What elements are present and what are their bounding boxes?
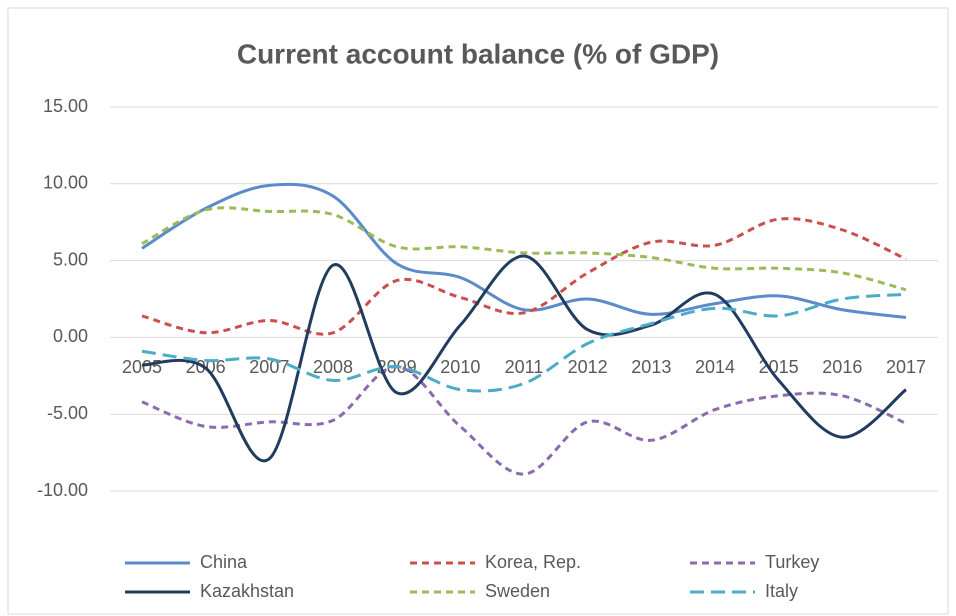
- x-tick-label: 2013: [631, 357, 671, 377]
- series-line: [141, 365, 907, 476]
- x-tick-label: 2010: [440, 357, 480, 377]
- legend-label: Turkey: [765, 552, 819, 572]
- y-tick-label: 0.00: [53, 326, 88, 346]
- series-line: [141, 182, 907, 319]
- chart-title: Current account balance (% of GDP): [237, 38, 719, 69]
- x-tick-label: 2016: [822, 357, 862, 377]
- x-tick-label: 2005: [122, 357, 162, 377]
- series-line: [141, 217, 907, 336]
- legend-label: Korea, Rep.: [485, 552, 581, 572]
- series-line: [141, 254, 907, 463]
- y-tick-label: 5.00: [53, 249, 88, 269]
- legend-label: China: [200, 552, 248, 572]
- y-tick-label: 10.00: [43, 173, 88, 193]
- x-tick-label: 2012: [568, 357, 608, 377]
- chart-border: [7, 7, 949, 615]
- y-tick-label: -5.00: [47, 403, 88, 423]
- legend-label: Sweden: [485, 581, 550, 601]
- series-line: [141, 206, 907, 292]
- x-tick-label: 2015: [759, 357, 799, 377]
- x-tick-label: 2014: [695, 357, 735, 377]
- x-tick-label: 2008: [313, 357, 353, 377]
- legend-label: Italy: [765, 581, 798, 601]
- y-tick-label: -10.00: [37, 480, 88, 500]
- y-tick-label: 15.00: [43, 96, 88, 116]
- series-line: [141, 292, 907, 393]
- x-tick-label: 2011: [505, 357, 544, 377]
- legend-label: Kazakhstan: [200, 581, 294, 601]
- x-tick-label: 2017: [886, 357, 926, 377]
